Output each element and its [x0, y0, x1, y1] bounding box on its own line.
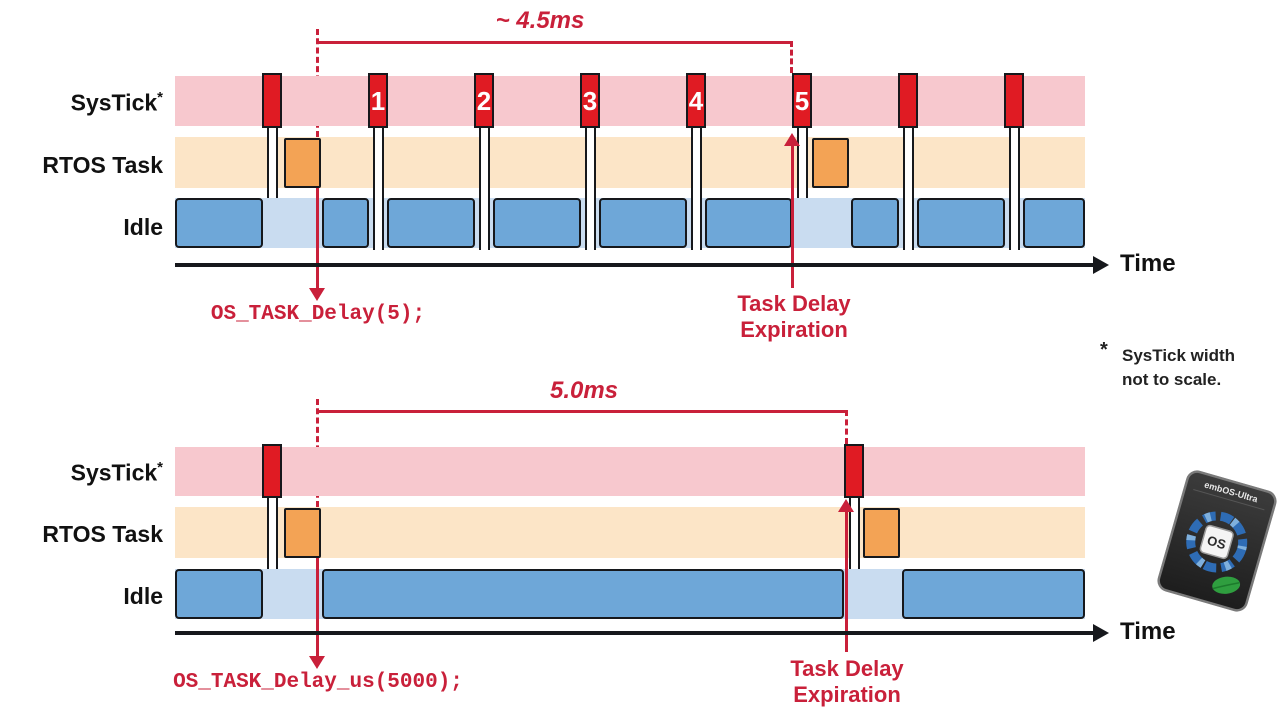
- top-systick-band: [175, 76, 1085, 126]
- bottom-delay-call-label: OS_TASK_Delay_us(5000);: [173, 671, 463, 694]
- top-expiration-line2: Expiration: [740, 317, 848, 342]
- bottom-time-axis: [175, 631, 1093, 635]
- bottom-idle-block: [175, 569, 263, 619]
- top-idle-block: [851, 198, 899, 248]
- bottom-expiration-label: Task Delay Expiration: [767, 656, 927, 708]
- bottom-rtos-band: [175, 507, 1085, 558]
- tick-stem: [903, 127, 914, 250]
- tick-number: 3: [582, 85, 598, 116]
- rtos-task-block: [284, 138, 321, 188]
- os-box: [1199, 524, 1234, 560]
- tick-stem: [691, 127, 702, 250]
- top-expiration-label: Task Delay Expiration: [714, 291, 874, 343]
- top-measurement-label: ~ 4.5ms: [495, 7, 585, 34]
- rtos-task-block: [284, 508, 321, 558]
- bottom-measure-dash-right: [845, 410, 848, 444]
- top-idle-block: [322, 198, 369, 248]
- tick-stem: [267, 127, 278, 198]
- systick-pulse: [1004, 73, 1024, 128]
- tick-stem: [373, 127, 384, 250]
- footnote-line1: SysTick width: [1122, 346, 1236, 365]
- top-rtos-row-label: RTOS Task: [42, 152, 163, 178]
- top-time-axis-arrowhead: [1093, 256, 1109, 274]
- top-expiration-arrowhead: [784, 133, 800, 146]
- bottom-expiration-line2: Expiration: [793, 682, 901, 707]
- tick-stem: [797, 127, 808, 198]
- top-rtos-band: [175, 137, 1085, 188]
- bottom-idle-block: [322, 569, 844, 619]
- top-systick-text: SysTick: [70, 89, 158, 116]
- top-measurement-line: [318, 41, 792, 44]
- tick-stem: [585, 127, 596, 250]
- systick-pulse-5: 5: [792, 73, 812, 128]
- bottom-idle-row-label: Idle: [123, 583, 163, 609]
- tick-stem: [1009, 127, 1020, 250]
- bottom-systick-row-label: SysTick*: [20, 459, 163, 487]
- systick-pulse-3: 3: [580, 73, 600, 128]
- top-idle-block: [493, 198, 581, 248]
- systick-pulse: [898, 73, 918, 128]
- os-box-text: OS: [1205, 533, 1228, 553]
- tick-stem: [849, 496, 860, 569]
- top-idle-block: [599, 198, 687, 248]
- badge-divider: [1193, 488, 1265, 511]
- rtos-task-block: [812, 138, 849, 188]
- top-time-label: Time: [1120, 250, 1176, 277]
- top-idle-block: [387, 198, 475, 248]
- top-time-axis: [175, 263, 1093, 267]
- tick-stem: [479, 127, 490, 250]
- top-systick-row-label: SysTick*: [20, 89, 163, 117]
- top-systick-asterisk: *: [157, 89, 163, 106]
- systick-pulse: [262, 444, 282, 498]
- top-delay-arrow-line: [316, 188, 319, 288]
- top-idle-block: [917, 198, 1005, 248]
- footnote-asterisk: *: [1100, 339, 1108, 361]
- bottom-time-axis-arrowhead: [1093, 624, 1109, 642]
- tick-number: 5: [794, 85, 810, 116]
- bottom-expiration-arrowhead: [838, 499, 854, 512]
- bottom-systick-band: [175, 447, 1085, 496]
- top-expiration-arrow-line: [791, 146, 794, 288]
- ring-light-arrows: [1186, 511, 1248, 573]
- rtos-task-block: [863, 508, 900, 558]
- bottom-expiration-line1: Task Delay: [790, 656, 904, 681]
- top-idle-block: [1023, 198, 1085, 248]
- bottom-measurement-line: [318, 410, 847, 413]
- bottom-systick-asterisk: *: [157, 459, 163, 476]
- top-idle-block: [175, 198, 263, 248]
- footnote-line2: not to scale.: [1122, 370, 1222, 389]
- tick-number: 4: [688, 85, 704, 116]
- tick-number: 1: [370, 85, 386, 116]
- top-idle-block: [705, 198, 792, 248]
- systick-pulse: [262, 73, 282, 128]
- bottom-rtos-row-label: RTOS Task: [42, 521, 163, 547]
- top-delay-call-label: OS_TASK_Delay(5);: [210, 303, 426, 326]
- top-idle-row-label: Idle: [123, 214, 163, 240]
- top-measure-dash-right: [790, 41, 793, 73]
- bottom-expiration-arrow-line: [845, 512, 848, 652]
- footnote-text: SysTick width not to scale.: [1122, 344, 1280, 392]
- bottom-time-label: Time: [1120, 618, 1176, 645]
- embos-badge-graphic: embOS-Ultra OS: [1157, 470, 1277, 612]
- leaf-icon: [1212, 576, 1241, 594]
- tick-number: 2: [476, 85, 492, 116]
- top-delay-arrowhead: [309, 288, 325, 301]
- top-expiration-line1: Task Delay: [737, 291, 851, 316]
- bottom-idle-block: [902, 569, 1085, 619]
- os-arrow-ring-icon: [1186, 511, 1248, 573]
- systick-pulse-1: 1: [368, 73, 388, 128]
- systick-pulse-4: 4: [686, 73, 706, 128]
- bottom-delay-arrowhead: [309, 656, 325, 669]
- systick-pulse: [844, 444, 864, 498]
- bottom-measurement-label: 5.0ms: [549, 377, 619, 404]
- embos-ultra-badge: embOS-Ultra OS: [1154, 467, 1279, 614]
- bottom-systick-text: SysTick: [70, 459, 158, 486]
- systick-pulse-2: 2: [474, 73, 494, 128]
- tick-stem: [267, 496, 278, 569]
- bottom-delay-arrow-line: [316, 558, 319, 656]
